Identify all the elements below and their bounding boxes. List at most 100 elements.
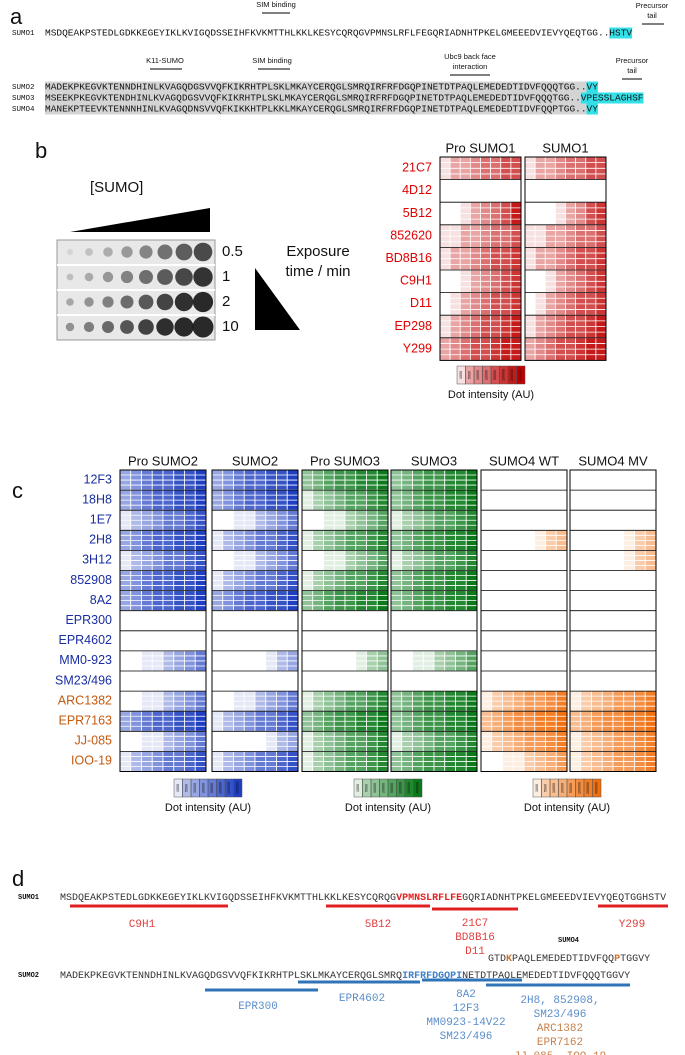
legend-label: 20000 <box>382 783 386 793</box>
legend-label: 10000 <box>476 370 480 380</box>
row-label: ARC1382 <box>58 693 112 707</box>
sequence-shade <box>45 81 587 93</box>
blot-dot <box>85 248 93 256</box>
blot-dot <box>67 249 73 255</box>
epitope-label: ARC1382 <box>537 1023 583 1035</box>
row-label: EPR4602 <box>58 633 112 647</box>
column-header: Pro SUMO2 <box>128 453 198 468</box>
sequence-segment: GQRIADNHTPKELGMEEEDVIEVYQEQTGGHSTV <box>462 893 666 904</box>
blot-dot <box>84 272 94 282</box>
legend-label: 20000 <box>561 783 565 793</box>
legend-title: Dot intensity (AU) <box>524 802 610 814</box>
row-label: 3H12 <box>82 553 112 567</box>
row-label: 2H8 <box>89 533 112 547</box>
tail-highlight <box>586 103 598 115</box>
sequence-tail: VY <box>587 82 599 93</box>
epitope-label: 8A2 <box>456 989 476 1001</box>
blot-dot <box>139 245 153 259</box>
blot-dot <box>193 242 213 262</box>
epitope-label: BD8B16 <box>455 932 495 944</box>
concentration-label: [SUMO] <box>90 179 143 196</box>
legend-title: Dot intensity (AU) <box>448 389 534 401</box>
column-header: SUMO4 MV <box>578 453 648 468</box>
legend-label: 20000 <box>485 370 489 380</box>
blot-dot <box>156 293 174 311</box>
annotation: SIM binding <box>252 56 292 65</box>
legend-label: 200000 <box>510 369 514 381</box>
legend-label: 200000 <box>227 782 231 794</box>
blot-dot <box>192 291 214 313</box>
legend-label: 100000 <box>502 369 506 381</box>
row-label: 21C7 <box>402 161 432 175</box>
blot-dot <box>175 243 193 261</box>
blot-dot <box>83 321 95 333</box>
column-header: SUMO1 <box>542 140 588 155</box>
legend-label: 1000 <box>176 784 180 792</box>
row-label: IOO-19 <box>71 754 112 768</box>
panel-letter: b <box>35 138 47 163</box>
blot-dot <box>102 321 114 333</box>
blot-dot <box>103 247 113 257</box>
epitope-label: SM23/496 <box>440 1031 493 1043</box>
blot-dot <box>175 268 193 286</box>
column-header: Pro SUMO1 <box>445 140 515 155</box>
exposure-value: 0.5 <box>222 243 243 260</box>
sequence-segment: MSDQEAKPSTEDLGDKKEGEYIKLKVIGQDSSEIHFKVKM… <box>60 893 396 904</box>
legend-swatch <box>233 778 243 798</box>
annotation: time / min <box>285 263 350 280</box>
blot-dot <box>66 273 74 281</box>
legend-title: Dot intensity (AU) <box>165 802 251 814</box>
legend-swatch <box>516 365 526 385</box>
row-label: 5B12 <box>403 206 432 220</box>
panel-frame <box>390 469 478 772</box>
row-label: 1E7 <box>90 513 112 527</box>
legend-label: 50000 <box>210 783 214 793</box>
legend-label: 200000 <box>586 782 590 794</box>
blot-dot <box>157 244 173 260</box>
legend-swatch <box>592 778 602 798</box>
row-label: 852620 <box>390 228 432 242</box>
column-header: Pro SUMO3 <box>310 453 380 468</box>
exposure-value: 10 <box>222 318 239 335</box>
sequence-segment: PAQLEMEDEDTIDVFQQ <box>512 954 614 965</box>
blot-dot <box>120 295 134 309</box>
sequence-name: SUMO4 <box>12 106 35 114</box>
annotation: K11-SUMO <box>146 56 184 65</box>
sequence: MSDQEAKPSTEDLGDKKEGEYIKLKVIGQDSSEIHFKVKM… <box>45 28 609 39</box>
sequence-name: SUMO2 <box>12 84 35 92</box>
legend-label: 10000 <box>552 783 556 793</box>
panel-frame <box>211 469 299 772</box>
blot-dot <box>174 317 194 337</box>
sequence-name: SUMO1 <box>12 30 35 38</box>
sequence: MADEKPKEGVKTENNDHINLKVAGQDGSVVQFKIKRHTPL… <box>60 971 630 982</box>
panel-letter: c <box>12 478 23 503</box>
epitope-label: MM0923-14V22 <box>426 1017 505 1029</box>
legend-label: 200000 <box>407 782 411 794</box>
panel-frame <box>301 469 389 772</box>
tail-highlight <box>586 81 598 93</box>
legend-label: 1000 <box>459 371 463 379</box>
sequence-tail: HSTV <box>609 28 632 39</box>
panel-frame <box>569 469 657 772</box>
blot-dot <box>102 296 114 308</box>
row-label: 852908 <box>70 573 112 587</box>
sequence-name: SUMO1 <box>18 894 39 902</box>
legend-label: 400000 <box>236 782 240 794</box>
blot-dot <box>120 320 134 334</box>
epitope-label: 21C7 <box>462 918 488 930</box>
panel-frame <box>119 469 207 772</box>
legend-label: 50000 <box>390 783 394 793</box>
blot-dot <box>120 270 134 284</box>
legend-label: 50000 <box>569 783 573 793</box>
legend-label: 1000 <box>356 784 360 792</box>
blot-dot <box>156 318 174 336</box>
legend-label: 100000 <box>399 782 403 794</box>
sequence-segment: MADEKPKEGVKTENNDHINLKVAGQDGSVVQFKIKRHTPL… <box>60 971 402 982</box>
column-header: SUMO3 <box>411 453 457 468</box>
legend-label: 400000 <box>595 782 599 794</box>
blot-dot <box>121 246 133 258</box>
sequence-segment: TGGVY <box>620 954 650 965</box>
legend-label: 100000 <box>578 782 582 794</box>
exposure-value: 2 <box>222 293 230 310</box>
